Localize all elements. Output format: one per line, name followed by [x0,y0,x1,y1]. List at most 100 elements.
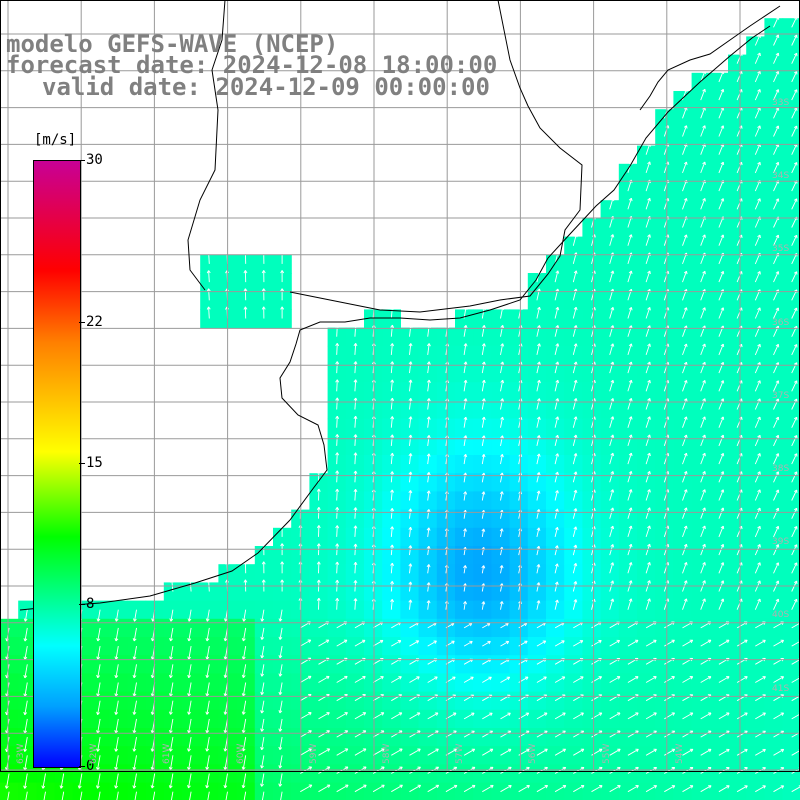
wind-arrow [645,416,651,428]
wind-arrow [536,453,540,465]
wind-arrow-head [757,507,761,511]
wind-arrow-head [6,785,9,789]
latitude-label: 40S [772,610,790,621]
wind-arrow-head [115,693,119,697]
wind-arrow [24,627,28,642]
speed-cell [782,782,800,800]
wind-arrow [354,489,357,501]
speed-cell [618,546,638,565]
speed-cell [236,273,256,292]
speed-cell [200,291,219,310]
speed-cell [764,291,784,310]
wind-arrow [500,583,503,592]
speed-cell [600,327,620,347]
wind-arrow [773,526,779,538]
speed-cell [436,564,456,583]
wind-arrow-head [628,543,632,547]
wind-arrow [61,791,65,800]
wind-arrow [391,712,403,720]
wind-arrow [754,544,761,556]
wind-arrow [755,694,766,702]
wind-arrow-head [500,379,504,383]
speed-cell [728,364,747,383]
wind-arrow [755,676,766,683]
wind-arrow [718,143,724,155]
speed-cell [436,509,456,529]
wind-arrow-head [390,324,393,328]
wind-arrow-head [243,579,246,583]
speed-cell [655,382,674,401]
wind-arrow [518,785,530,793]
wind-arrow [500,547,503,556]
wind-arrow [609,288,614,301]
wind-arrow [773,785,784,793]
wind-arrow [718,489,724,501]
wind-arrow [791,640,800,647]
wind-arrow-head [298,597,301,601]
speed-cell [200,309,219,329]
wind-arrow [554,785,567,793]
speed-cell [728,72,747,92]
wind-arrow [609,325,614,337]
wind-arrow [372,730,385,738]
wind-arrow [663,434,669,447]
wind-arrow [242,627,247,642]
wind-arrow [336,434,338,446]
wind-arrow [682,676,693,683]
wind-arrow-head [224,748,228,752]
wind-arrow [754,234,761,246]
wind-arrow [645,525,651,538]
speed-cell [546,436,565,456]
speed-cell [618,254,638,274]
speed-cell [345,509,365,529]
wind-arrow-head [481,379,485,383]
wind-arrow-head [280,561,283,565]
speed-cell [564,400,583,420]
wind-arrow-head [610,197,614,201]
speed-cell [382,382,401,401]
speed-cell [782,127,800,147]
speed-cell [782,473,800,492]
wind-arrow-head [500,453,503,457]
wind-arrow-head [793,398,797,401]
wind-arrow [718,325,724,337]
wind-arrow [463,676,474,683]
speed-cell [418,600,438,620]
wind-arrow [554,416,559,428]
wind-arrow [663,398,669,410]
speed-cell [527,364,547,383]
speed-cell [309,509,329,529]
wind-arrow [791,198,798,210]
speed-cell [637,382,656,401]
wind-arrow [609,197,614,210]
wind-arrow-head [573,270,577,274]
wind-arrow-head [115,638,119,642]
speed-cell [582,491,602,511]
wind-arrow [336,325,338,337]
wind-arrow-head [188,767,191,770]
wind-arrow [682,453,687,465]
speed-cell [782,182,800,201]
wind-arrow-head [536,527,540,531]
speed-cell [655,109,674,128]
wind-arrow-head [188,711,191,715]
wind-arrow [791,713,800,720]
wind-arrow [773,694,784,702]
speed-cell [782,673,800,693]
wind-arrow-head [353,543,356,547]
wind-arrow [609,343,614,356]
wind-arrow-head [279,655,283,659]
wind-arrow-head [793,52,797,56]
speed-cell [509,455,529,474]
wind-arrow [536,785,548,793]
speed-cell [637,218,656,238]
wind-arrow [336,639,348,647]
wind-arrow-head [335,579,338,583]
wind-arrow [682,562,687,574]
wind-arrow-head [298,543,301,547]
speed-cell [709,418,729,438]
wind-arrow [279,773,283,787]
wind-arrow-head [24,749,28,752]
wind-arrow-head [242,730,246,734]
speed-cell [582,327,602,347]
